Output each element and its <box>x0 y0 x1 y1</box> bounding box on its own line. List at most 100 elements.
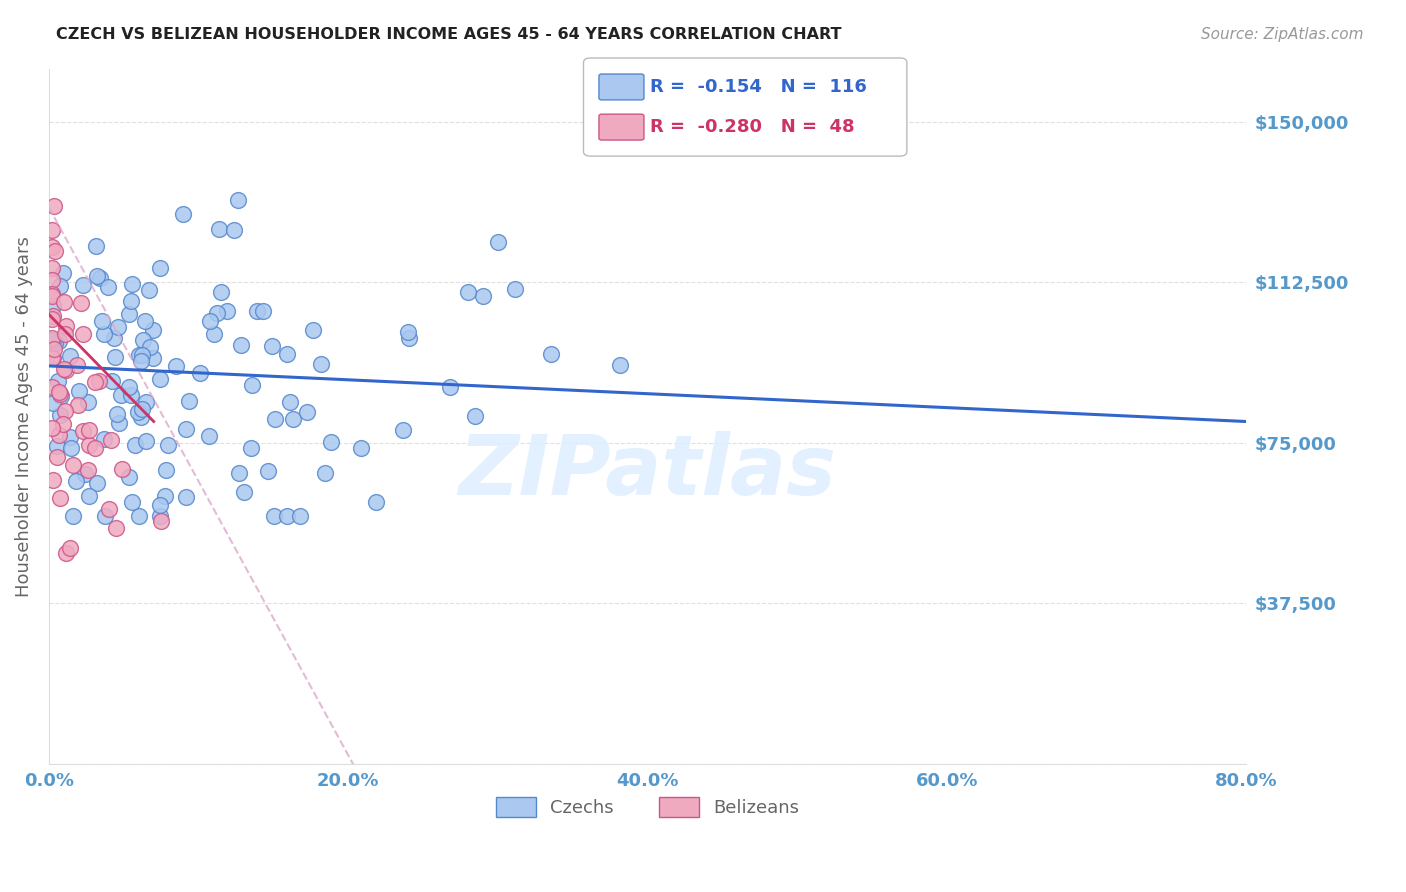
Point <box>439 380 461 394</box>
Point <box>309 357 332 371</box>
Point <box>295 404 318 418</box>
Text: ZIPatlas: ZIPatlas <box>458 432 837 512</box>
Point <box>73 467 96 481</box>
Y-axis label: Householder Income Ages 45 - 64 years: Householder Income Ages 45 - 64 years <box>15 235 32 597</box>
Point <box>76 463 98 477</box>
Point <box>609 358 631 372</box>
Point <box>52 361 75 376</box>
Point <box>41 273 63 287</box>
Point <box>156 438 179 452</box>
Point <box>48 428 70 442</box>
Point <box>93 432 115 446</box>
Point <box>240 378 263 392</box>
Point <box>41 351 63 365</box>
Point <box>262 339 284 353</box>
Point <box>281 412 304 426</box>
Point <box>46 439 69 453</box>
Point <box>49 409 72 423</box>
Point <box>153 489 176 503</box>
Point <box>276 508 298 523</box>
Point <box>350 441 373 455</box>
Point <box>392 423 415 437</box>
Point <box>42 334 65 348</box>
Point <box>55 546 77 560</box>
Point <box>48 334 70 348</box>
Point <box>398 331 420 345</box>
Point <box>86 476 108 491</box>
Point <box>131 348 153 362</box>
Point <box>84 239 107 253</box>
Point <box>198 429 221 443</box>
Text: CZECH VS BELIZEAN HOUSEHOLDER INCOME AGES 45 - 64 YEARS CORRELATION CHART: CZECH VS BELIZEAN HOUSEHOLDER INCOME AGE… <box>56 27 842 42</box>
Point <box>155 463 177 477</box>
Point <box>42 396 65 410</box>
Point <box>62 458 84 473</box>
Point <box>232 485 254 500</box>
Point <box>44 335 66 350</box>
Point <box>65 474 87 488</box>
Point <box>264 412 287 426</box>
Point <box>231 338 253 352</box>
Point <box>263 508 285 523</box>
Point <box>149 508 172 523</box>
Point <box>222 223 245 237</box>
Point <box>127 405 149 419</box>
Point <box>41 473 63 487</box>
Point <box>257 464 280 478</box>
Point <box>118 380 141 394</box>
Point <box>252 303 274 318</box>
Point <box>111 462 134 476</box>
Point <box>49 491 72 506</box>
Point <box>86 268 108 283</box>
Point <box>42 300 65 314</box>
Point <box>77 423 100 437</box>
Point <box>188 366 211 380</box>
Text: R =  -0.280   N =  48: R = -0.280 N = 48 <box>650 118 855 136</box>
Point <box>132 334 155 348</box>
Point <box>42 351 65 365</box>
Point <box>42 198 65 212</box>
Point <box>55 318 77 333</box>
Point <box>59 441 82 455</box>
Point <box>66 358 89 372</box>
Point <box>118 307 141 321</box>
Point <box>107 416 129 430</box>
Point <box>486 235 509 249</box>
Point <box>228 466 250 480</box>
Point <box>100 434 122 448</box>
Point <box>41 312 63 326</box>
Point <box>93 326 115 341</box>
Point <box>131 402 153 417</box>
Point <box>41 420 63 434</box>
Point <box>135 434 157 448</box>
Point <box>204 326 226 341</box>
Point <box>53 327 76 342</box>
Point <box>120 387 142 401</box>
Point <box>457 285 479 300</box>
Point <box>217 304 239 318</box>
Point <box>142 323 165 337</box>
Point <box>59 541 82 555</box>
Point <box>278 394 301 409</box>
Point <box>72 278 94 293</box>
Point <box>129 409 152 424</box>
Point <box>246 304 269 318</box>
Point <box>209 285 232 299</box>
Point <box>177 394 200 409</box>
Text: Source: ZipAtlas.com: Source: ZipAtlas.com <box>1201 27 1364 42</box>
Point <box>49 389 72 403</box>
Point <box>83 375 105 389</box>
Point <box>128 508 150 523</box>
Point <box>48 385 70 400</box>
Point <box>276 347 298 361</box>
Point <box>226 193 249 207</box>
Point <box>52 294 75 309</box>
Point <box>91 314 114 328</box>
Point <box>87 374 110 388</box>
Point <box>148 260 170 275</box>
Point <box>77 394 100 409</box>
Point <box>52 417 75 432</box>
Point <box>101 374 124 388</box>
Point <box>41 223 63 237</box>
Point <box>149 499 172 513</box>
